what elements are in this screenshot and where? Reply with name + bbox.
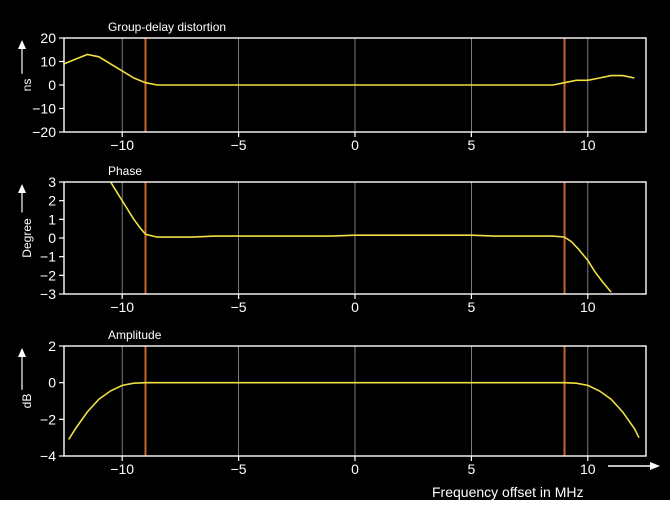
panel-title: Phase: [108, 164, 142, 178]
x-tick-label: −10: [110, 461, 134, 477]
y-axis-label: dB: [20, 394, 34, 409]
x-axis-arrowhead: [650, 462, 660, 470]
y-tick-label: 1: [48, 211, 56, 227]
x-tick-label: 5: [468, 137, 476, 153]
y-tick-label: 20: [40, 30, 56, 46]
y-axis-label: ns: [20, 79, 34, 92]
x-tick-label: −10: [110, 299, 134, 315]
x-tick-label: 0: [351, 461, 359, 477]
y-tick-label: 10: [40, 54, 56, 70]
chart-panel-3: 2 0 −2 −4 −10 −5 0 5 10 Amplitude dB: [18, 328, 647, 477]
x-tick-label: 0: [351, 299, 359, 315]
y-tick-label: −2: [40, 411, 56, 427]
x-tick-label: 10: [580, 299, 596, 315]
y-axis-arrowhead: [18, 348, 26, 357]
y-tick-label: −20: [32, 124, 56, 140]
y-axis-arrowhead: [18, 40, 26, 49]
x-tick-label: 10: [580, 137, 596, 153]
y-tick-label: −3: [40, 286, 56, 302]
x-tick-label: −5: [231, 461, 247, 477]
data-trace: [68, 381, 640, 440]
x-axis-label: Frequency offset in MHz: [432, 484, 583, 500]
panel-title: Amplitude: [108, 328, 162, 342]
chart-panel-1: 20 10 0 −10 −20 −10 −5 0 5 10 Group-delay distorti…: [18, 20, 647, 153]
y-tick-label: 0: [48, 230, 56, 246]
y-tick-label: 2: [48, 193, 56, 209]
x-tick-label: −10: [110, 137, 134, 153]
x-tick-label: 5: [468, 461, 476, 477]
y-axis-label: Degree: [20, 218, 34, 258]
x-tick-label: −5: [231, 137, 247, 153]
y-tick-label: 0: [48, 375, 56, 391]
y-tick-label: −2: [40, 267, 56, 283]
x-tick-label: −5: [231, 299, 247, 315]
y-tick-label: −10: [32, 101, 56, 117]
panel-title: Group-delay distortion: [108, 20, 226, 34]
data-trace: [63, 53, 635, 86]
x-tick-label: 5: [468, 299, 476, 315]
y-tick-label: 3: [48, 174, 56, 190]
y-axis-arrowhead: [18, 184, 26, 193]
y-tick-label: −4: [40, 448, 56, 464]
y-tick-label: −1: [40, 249, 56, 265]
x-tick-label: 10: [580, 461, 596, 477]
y-tick-label: 0: [48, 77, 56, 93]
y-tick-label: 2: [48, 338, 56, 354]
x-tick-label: 0: [351, 137, 359, 153]
data-trace: [109, 181, 612, 293]
